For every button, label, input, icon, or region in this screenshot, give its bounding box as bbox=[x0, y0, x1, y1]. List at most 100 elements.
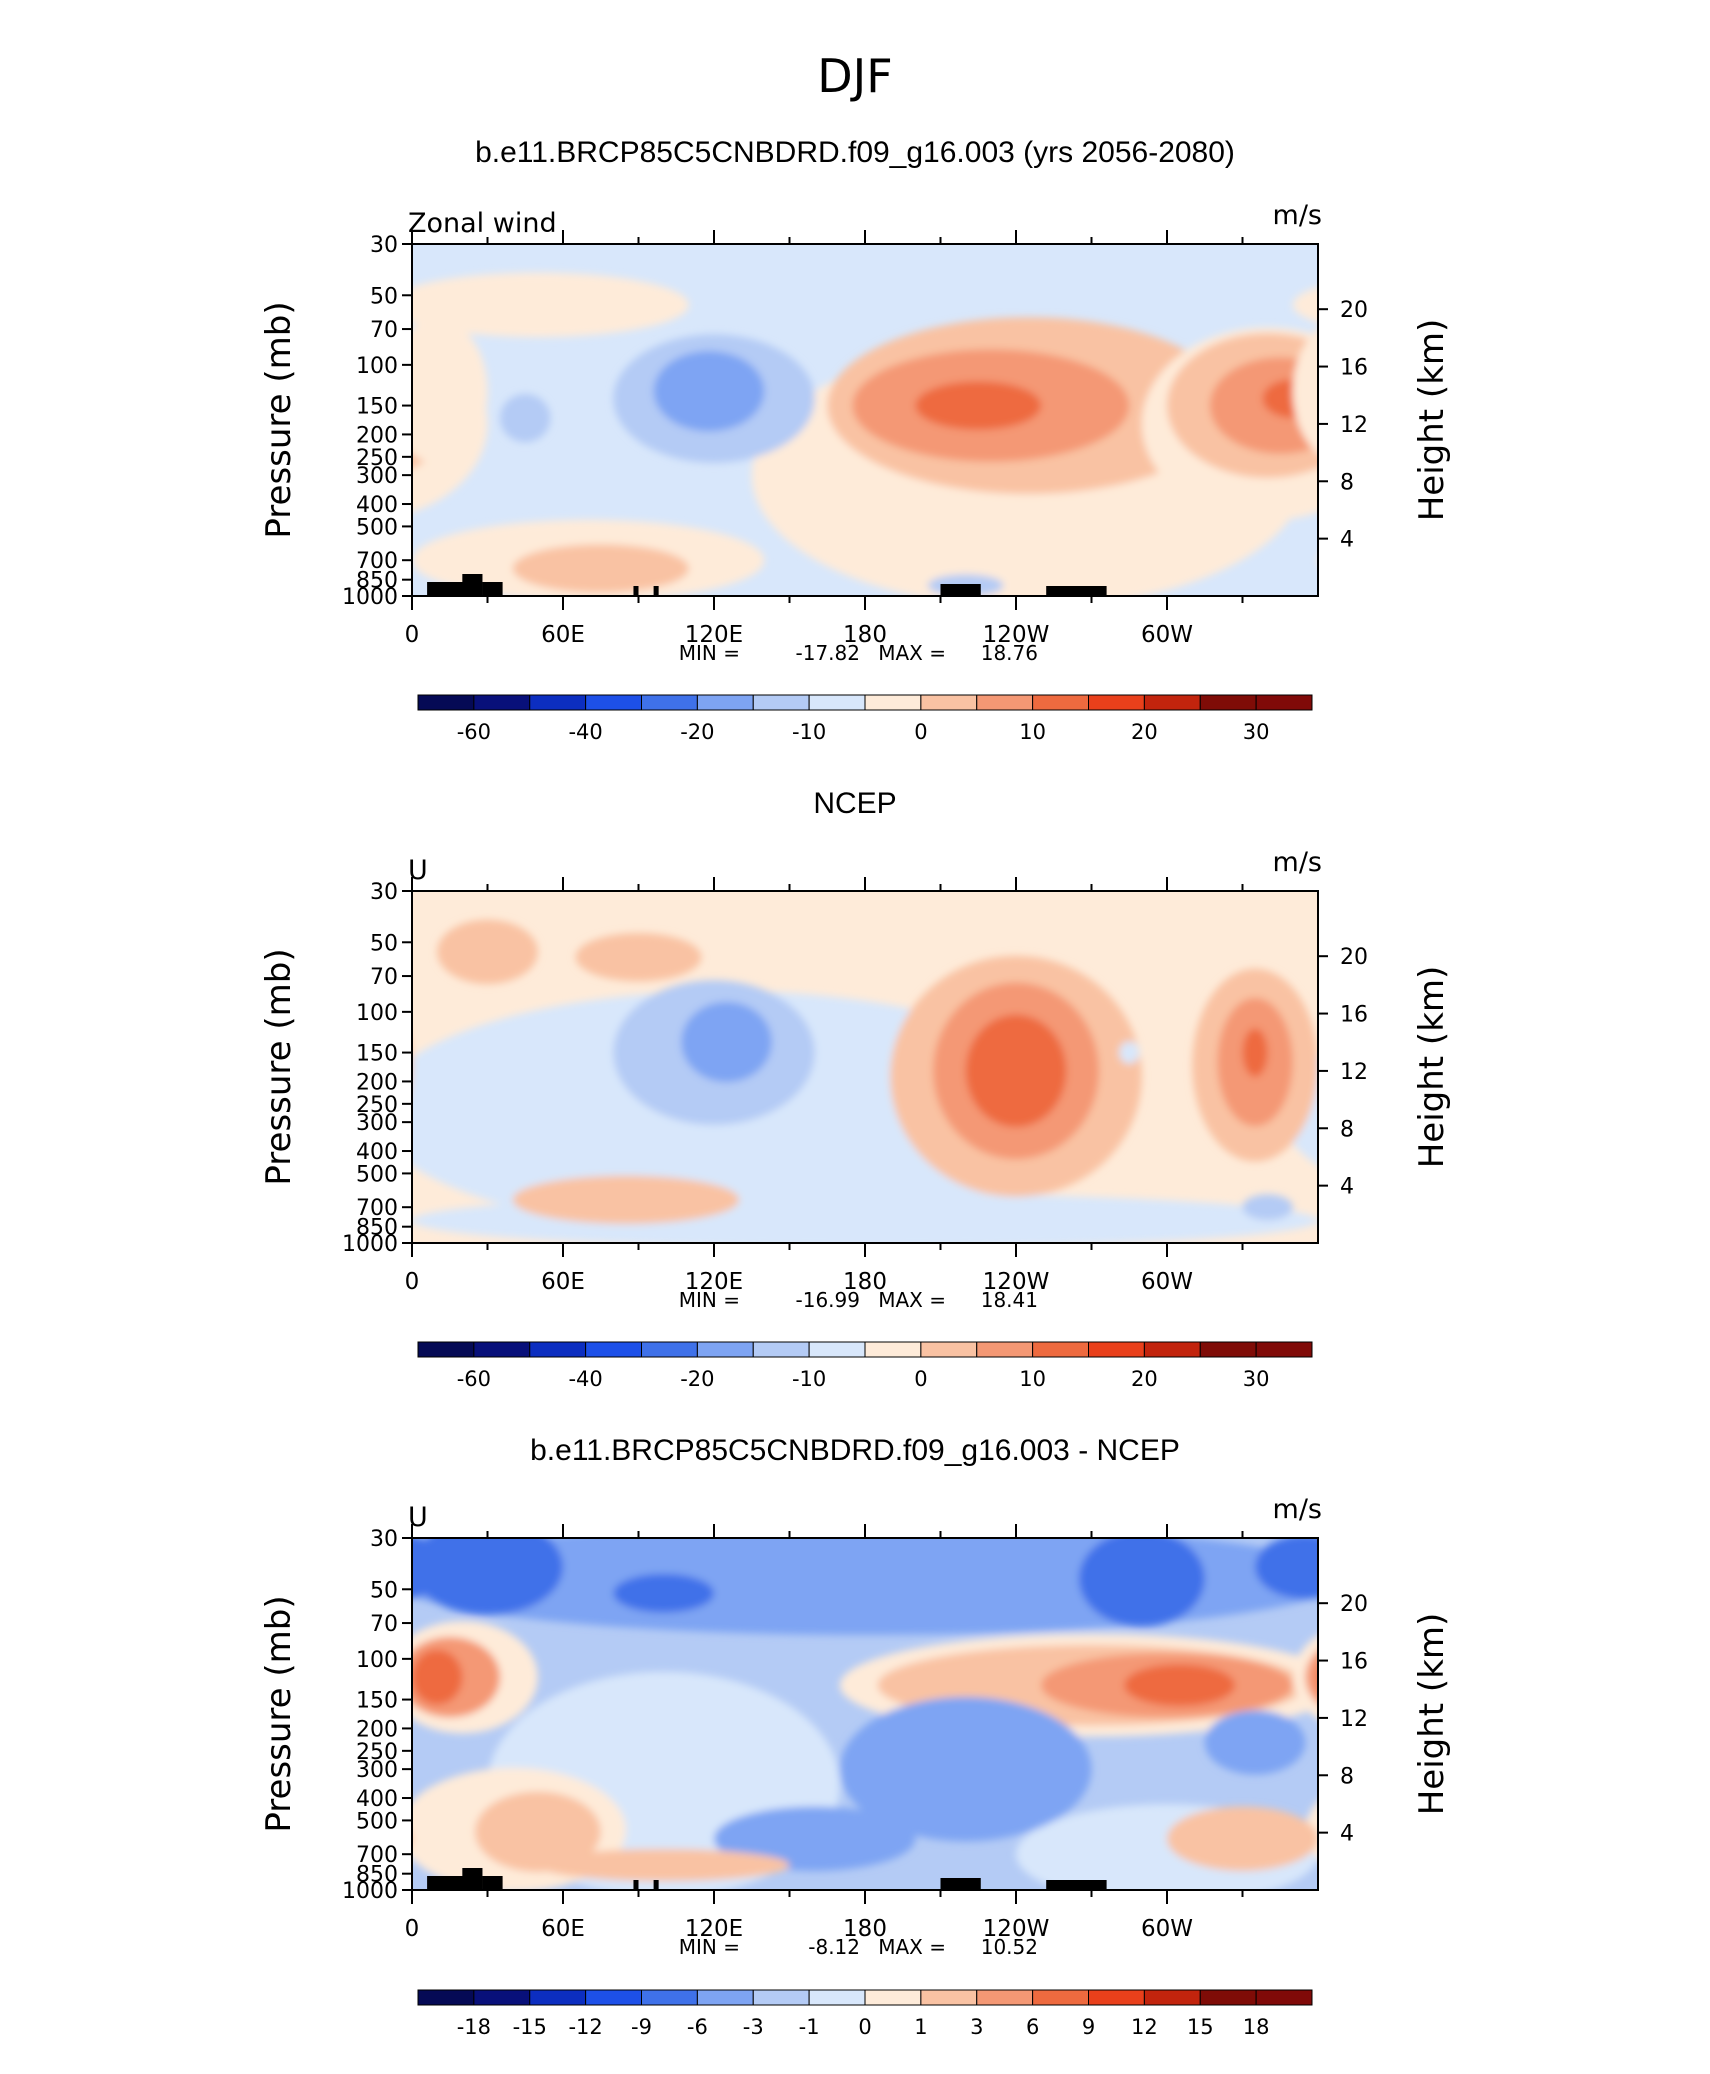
y2-tick-label: 16 bbox=[1340, 356, 1368, 381]
colorbar-label: 15 bbox=[1187, 2015, 1214, 2039]
y2-tick-label: 20 bbox=[1340, 298, 1368, 323]
stat-min-label: MIN = bbox=[679, 1288, 740, 1312]
contour-field bbox=[412, 1538, 1318, 1890]
y-tick-label: 400 bbox=[356, 1140, 398, 1165]
colorbar-bin bbox=[473, 1341, 531, 1358]
colorbar-bin bbox=[696, 1989, 754, 2006]
contour-region bbox=[575, 933, 702, 982]
y-tick-label: 100 bbox=[356, 1648, 398, 1673]
colorbar-bin bbox=[417, 1989, 475, 2006]
y-tick-label: 300 bbox=[356, 1111, 398, 1136]
contour-region bbox=[1124, 1664, 1235, 1707]
x-tick-label: 60E bbox=[541, 622, 585, 648]
units-label: m/s bbox=[1273, 847, 1322, 878]
y-tick-label: 70 bbox=[370, 965, 398, 990]
topography bbox=[940, 1878, 981, 1890]
x-tick-label: 0 bbox=[405, 1916, 420, 1942]
colorbar-label: -1 bbox=[799, 2015, 820, 2039]
colorbar-bin bbox=[920, 694, 978, 711]
panel-3: b.e11.BRCP85C5CNBDRD.f09_g16.003 - NCEP U… bbox=[259, 1434, 1452, 2039]
x-tick-label: 180 bbox=[843, 1269, 887, 1295]
x-tick-label: 120W bbox=[983, 1269, 1050, 1295]
stat-max-label: MAX = bbox=[878, 1288, 946, 1312]
y2-tick-label: 12 bbox=[1340, 413, 1368, 438]
colorbar-bin bbox=[473, 1989, 531, 2006]
contour-region bbox=[965, 1014, 1067, 1128]
contour-field bbox=[412, 244, 1670, 601]
x-tick-label: 120E bbox=[685, 1916, 743, 1942]
colorbar-bin bbox=[752, 694, 810, 711]
y-tick-label: 500 bbox=[356, 1162, 398, 1187]
y-tick-label: 1000 bbox=[342, 1232, 398, 1257]
y-tick-label: 200 bbox=[356, 1070, 398, 1095]
topography bbox=[633, 586, 639, 596]
x-tick-label: 180 bbox=[843, 622, 887, 648]
y-tick-label: 400 bbox=[356, 493, 398, 518]
colorbar-bin bbox=[1255, 1341, 1313, 1358]
x-tick-label: 60E bbox=[541, 1916, 585, 1942]
contour-region bbox=[412, 272, 689, 337]
colorbar-label: -18 bbox=[457, 2015, 491, 2039]
y-tick-label: 50 bbox=[370, 284, 398, 309]
x-tick-label: 60W bbox=[1141, 1269, 1193, 1295]
x-tick-label: 60E bbox=[541, 1269, 585, 1295]
colorbar-bin bbox=[808, 1989, 866, 2006]
topography bbox=[427, 582, 473, 596]
colorbar-label: 0 bbox=[914, 720, 927, 744]
contour-region bbox=[512, 544, 689, 593]
colorbar-bin bbox=[864, 1341, 922, 1358]
colorbar-label: -40 bbox=[568, 720, 602, 744]
colorbar-label: -10 bbox=[792, 1367, 826, 1391]
colorbar-bin bbox=[1255, 694, 1313, 711]
contour-region bbox=[1292, 328, 1318, 454]
colorbar-bin bbox=[696, 1341, 754, 1358]
colorbar-label: -6 bbox=[687, 2015, 708, 2039]
y2-tick-label: 16 bbox=[1340, 1650, 1368, 1675]
variable-label: U bbox=[408, 855, 428, 886]
stat-min: -16.99 bbox=[796, 1288, 860, 1312]
contour-region bbox=[681, 1001, 772, 1083]
y-tick-label: 700 bbox=[356, 549, 398, 574]
y-tick-label: 850 bbox=[356, 569, 398, 594]
contour-region bbox=[1318, 520, 1670, 601]
y-tick-label: 70 bbox=[370, 318, 398, 343]
colorbar-label: 30 bbox=[1243, 720, 1270, 744]
y2-tick-label: 4 bbox=[1340, 1175, 1354, 1200]
y-tick-label: 30 bbox=[370, 1527, 398, 1552]
topography bbox=[427, 1876, 473, 1890]
topography bbox=[940, 584, 981, 596]
topography bbox=[482, 582, 503, 596]
colorbar-bin bbox=[1032, 1341, 1089, 1358]
y2-tick-label: 8 bbox=[1340, 470, 1354, 495]
colorbar-label: 0 bbox=[858, 2015, 871, 2039]
colorbar-bin bbox=[696, 694, 754, 711]
y2-axis-title: Height (km) bbox=[1412, 319, 1452, 522]
colorbar-label: 10 bbox=[1019, 720, 1046, 744]
colorbar-bin bbox=[1032, 1989, 1089, 2006]
colorbar-bin bbox=[920, 1341, 978, 1358]
colorbar-label: -20 bbox=[680, 720, 714, 744]
contour-region bbox=[412, 1538, 563, 1616]
y-tick-label: 400 bbox=[356, 1787, 398, 1812]
contour-region bbox=[1078, 1538, 1205, 1627]
y-tick-label: 70 bbox=[370, 1612, 398, 1637]
x-tick-label: 60W bbox=[1141, 1916, 1193, 1942]
panel-title: NCEP bbox=[813, 787, 896, 820]
topography bbox=[482, 1876, 503, 1890]
colorbar-bin bbox=[417, 694, 475, 711]
y-tick-label: 850 bbox=[356, 1216, 398, 1241]
panel-title: b.e11.BRCP85C5CNBDRD.f09_g16.003 (yrs 20… bbox=[475, 136, 1235, 169]
y-tick-label: 150 bbox=[356, 1042, 398, 1067]
stat-max: 18.41 bbox=[981, 1288, 1038, 1312]
colorbar-label: 10 bbox=[1019, 1367, 1046, 1391]
colorbar-bin bbox=[1032, 694, 1089, 711]
contour-region bbox=[1204, 1710, 1306, 1775]
colorbar-bin bbox=[529, 694, 587, 711]
topography bbox=[653, 1880, 659, 1890]
y-tick-label: 250 bbox=[356, 1740, 398, 1765]
y2-tick-label: 4 bbox=[1340, 528, 1354, 553]
contour-region bbox=[915, 381, 1042, 430]
y-tick-label: 50 bbox=[370, 1578, 398, 1603]
stat-max-label: MAX = bbox=[878, 641, 946, 665]
